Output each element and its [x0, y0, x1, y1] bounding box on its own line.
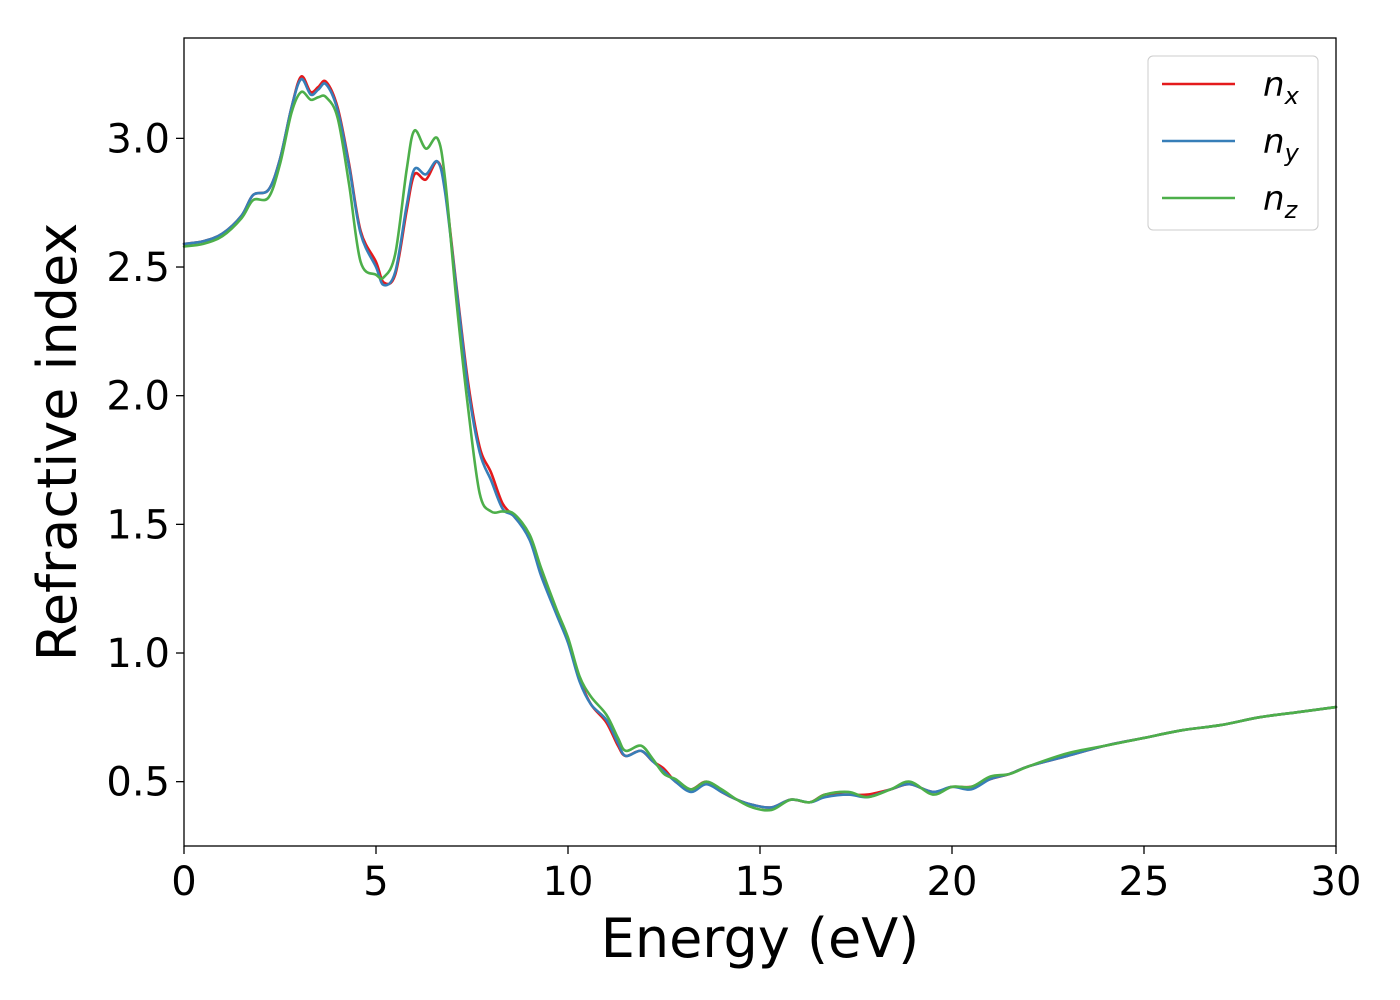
x-tick-label: 5 — [363, 859, 388, 905]
series-line-n-y — [182, 77, 1338, 809]
y-tick-label: 0.5 — [106, 760, 170, 806]
legend-box — [1147, 55, 1319, 231]
x-tick-label: 30 — [1311, 859, 1362, 905]
x-tick-label: 25 — [1119, 859, 1170, 905]
y-tick-label: 1.0 — [106, 631, 170, 677]
ticks-layer: 0 5 10 15 20 25 30 0.5 1.0 1.5 2.0 2.5 3.0 — [106, 116, 1361, 905]
x-tick-label: 0 — [171, 859, 196, 905]
x-tick-label: 20 — [927, 859, 978, 905]
y-tick-label: 2.5 — [106, 245, 170, 291]
y-axis-label: Refractive index — [26, 223, 89, 662]
y-tick-label: 3.0 — [106, 116, 170, 162]
x-axis-label: Energy (eV) — [601, 907, 920, 970]
x-tick-label: 15 — [735, 859, 786, 905]
x-tick-label: 10 — [543, 859, 594, 905]
y-tick-label: 2.0 — [106, 374, 170, 420]
y-tick-label: 1.5 — [106, 502, 170, 548]
series-layer — [182, 75, 1338, 812]
series-line-n-z — [182, 90, 1338, 812]
